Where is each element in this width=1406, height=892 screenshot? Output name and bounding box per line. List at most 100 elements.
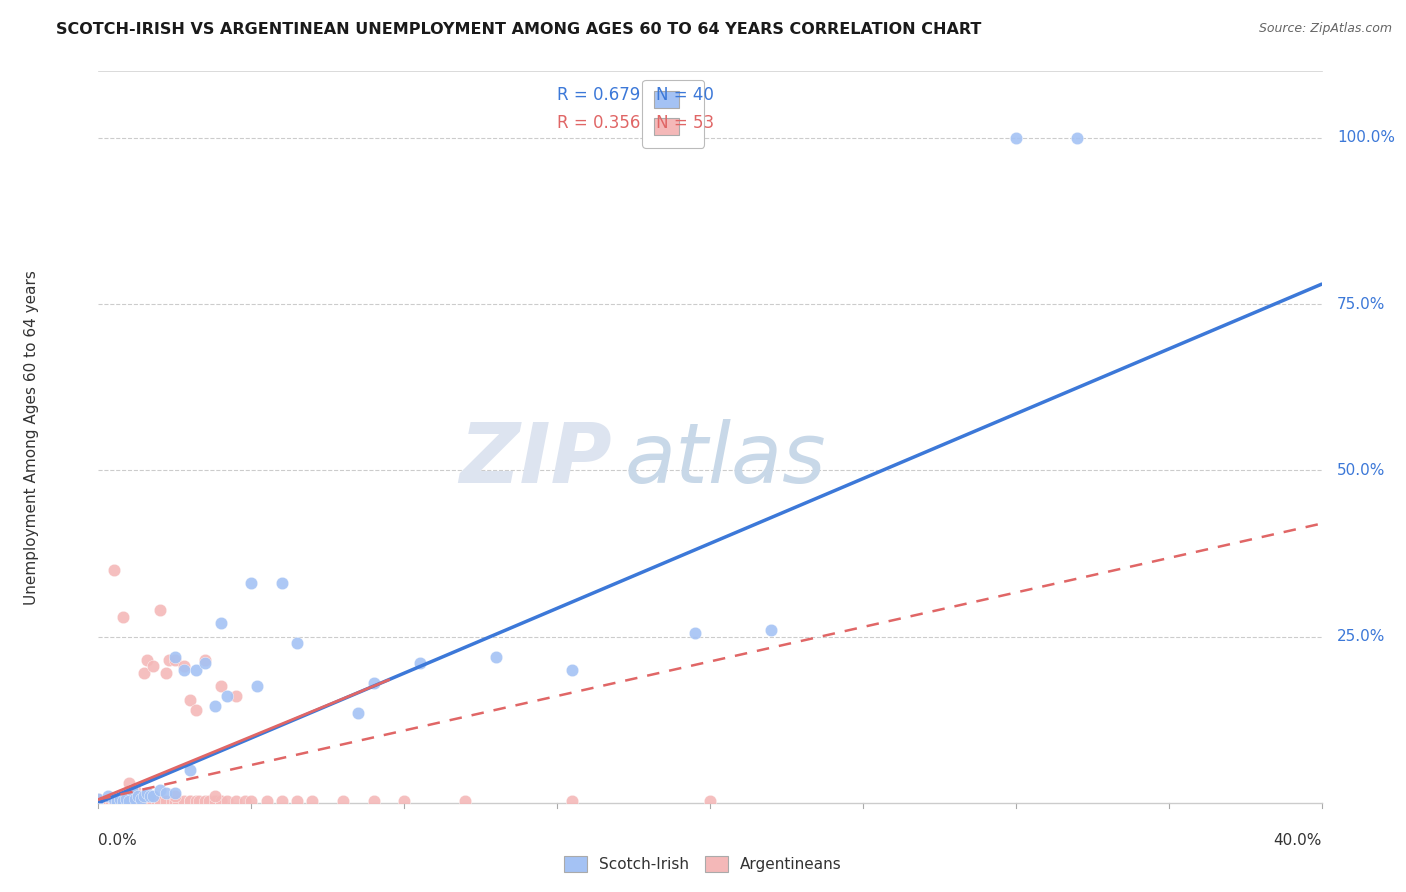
Point xyxy=(155,786,177,800)
Text: 25.0%: 25.0% xyxy=(1337,629,1385,644)
Text: SCOTCH-IRISH VS ARGENTINEAN UNEMPLOYMENT AMONG AGES 60 TO 64 YEARS CORRELATION C: SCOTCH-IRISH VS ARGENTINEAN UNEMPLOYMENT… xyxy=(56,22,981,37)
Point xyxy=(215,690,238,704)
Point xyxy=(121,782,143,797)
Point xyxy=(155,666,177,681)
Point xyxy=(108,794,131,808)
Point xyxy=(186,663,208,677)
Point xyxy=(683,626,706,640)
Point xyxy=(142,659,165,673)
Point xyxy=(124,792,146,806)
Legend:  ,  : , xyxy=(643,79,704,148)
Point xyxy=(363,794,385,808)
Point xyxy=(173,659,195,673)
Text: Unemployment Among Ages 60 to 64 years: Unemployment Among Ages 60 to 64 years xyxy=(24,269,38,605)
Point xyxy=(194,653,217,667)
Point xyxy=(188,794,211,808)
Point xyxy=(454,794,477,808)
Text: 75.0%: 75.0% xyxy=(1337,297,1385,311)
Point xyxy=(145,794,167,808)
Point xyxy=(105,794,128,808)
Point xyxy=(136,653,159,667)
Point xyxy=(118,794,141,808)
Point xyxy=(332,794,354,808)
Point xyxy=(179,794,201,808)
Point xyxy=(209,616,232,631)
Point xyxy=(139,789,162,804)
Point xyxy=(163,653,186,667)
Point xyxy=(347,706,370,720)
Point xyxy=(240,576,263,591)
Point xyxy=(134,794,156,808)
Point xyxy=(134,666,156,681)
Point xyxy=(225,690,247,704)
Point xyxy=(127,794,149,808)
Point xyxy=(163,794,186,808)
Text: atlas: atlas xyxy=(624,418,827,500)
Point xyxy=(392,794,416,808)
Point xyxy=(167,794,190,808)
Point xyxy=(108,792,131,806)
Point xyxy=(160,794,183,808)
Point xyxy=(118,794,141,808)
Text: 0.0%: 0.0% xyxy=(98,833,138,847)
Point xyxy=(149,603,172,617)
Point xyxy=(204,789,226,804)
Text: R = 0.356   N = 53: R = 0.356 N = 53 xyxy=(557,113,714,131)
Point xyxy=(124,782,146,797)
Point xyxy=(115,794,138,808)
Point xyxy=(186,794,208,808)
Point xyxy=(240,794,263,808)
Point xyxy=(1004,131,1026,145)
Text: ZIP: ZIP xyxy=(460,418,612,500)
Text: 50.0%: 50.0% xyxy=(1337,463,1385,478)
Point xyxy=(194,656,217,670)
Point xyxy=(149,794,172,808)
Point xyxy=(209,794,232,808)
Point xyxy=(485,649,508,664)
Point xyxy=(173,663,195,677)
Point xyxy=(124,794,146,808)
Point xyxy=(215,794,238,808)
Point xyxy=(233,794,256,808)
Point xyxy=(111,794,134,808)
Point xyxy=(163,789,186,804)
Point xyxy=(111,609,134,624)
Point xyxy=(204,699,226,714)
Point xyxy=(149,782,172,797)
Point xyxy=(163,786,186,800)
Text: Source: ZipAtlas.com: Source: ZipAtlas.com xyxy=(1258,22,1392,36)
Point xyxy=(87,792,110,806)
Point xyxy=(408,656,430,670)
Point xyxy=(197,794,219,808)
Text: 40.0%: 40.0% xyxy=(1274,833,1322,847)
Point xyxy=(142,794,165,808)
Point xyxy=(118,776,141,790)
Point xyxy=(179,794,201,808)
Legend: Scotch-Irish, Argentineans: Scotch-Irish, Argentineans xyxy=(557,848,849,880)
Point xyxy=(103,794,125,808)
Point xyxy=(97,789,120,804)
Point xyxy=(142,789,165,804)
Point xyxy=(93,794,115,808)
Point xyxy=(111,794,134,808)
Point xyxy=(103,794,125,808)
Point xyxy=(163,649,186,664)
Point xyxy=(285,636,308,650)
Point xyxy=(179,692,201,706)
Point xyxy=(103,792,125,806)
Point xyxy=(363,676,385,690)
Point xyxy=(118,794,141,808)
Point xyxy=(1066,131,1088,145)
Point xyxy=(121,794,143,808)
Point xyxy=(561,663,583,677)
Point xyxy=(561,794,583,808)
Point xyxy=(149,794,172,808)
Point xyxy=(136,794,159,808)
Point xyxy=(139,794,162,808)
Point xyxy=(209,794,232,808)
Point xyxy=(204,794,226,808)
Point xyxy=(186,703,208,717)
Point xyxy=(194,794,217,808)
Text: R = 0.679   N = 40: R = 0.679 N = 40 xyxy=(557,86,714,103)
Point xyxy=(301,794,323,808)
